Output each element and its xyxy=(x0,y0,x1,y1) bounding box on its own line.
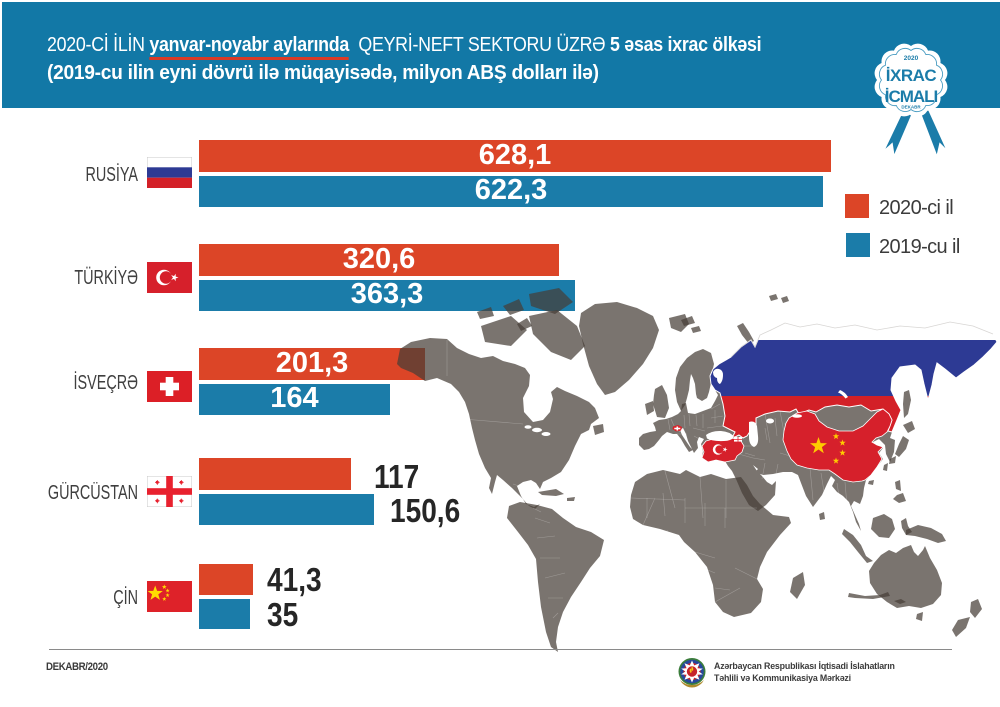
svg-text:2020: 2020 xyxy=(904,55,919,62)
svg-text:DEKABR: DEKABR xyxy=(901,105,921,110)
svg-text:İCMALI: İCMALI xyxy=(885,87,938,106)
svg-text:İXRAC: İXRAC xyxy=(886,66,937,85)
